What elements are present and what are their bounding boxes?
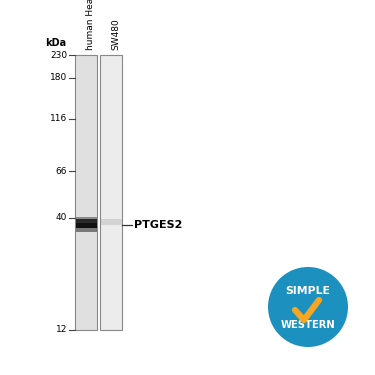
Bar xyxy=(75,55,97,330)
Bar xyxy=(75,219,96,225)
Text: human Heart: human Heart xyxy=(86,0,95,50)
Bar xyxy=(100,219,122,225)
Bar xyxy=(75,228,96,232)
Circle shape xyxy=(268,267,348,347)
Text: 180: 180 xyxy=(50,74,67,82)
Text: 40: 40 xyxy=(56,213,67,222)
Text: 12: 12 xyxy=(56,326,67,334)
Text: 66: 66 xyxy=(56,167,67,176)
Text: PTGES2: PTGES2 xyxy=(134,220,182,230)
Text: SW480: SW480 xyxy=(111,18,120,50)
Bar xyxy=(75,217,96,220)
Text: kDa: kDa xyxy=(45,38,66,48)
Text: 116: 116 xyxy=(50,114,67,123)
Text: 230: 230 xyxy=(50,51,67,60)
Text: TM: TM xyxy=(339,336,346,340)
Text: WESTERN: WESTERN xyxy=(280,320,335,330)
Text: SIMPLE: SIMPLE xyxy=(286,286,330,296)
Bar xyxy=(100,55,122,330)
Bar xyxy=(75,223,96,228)
